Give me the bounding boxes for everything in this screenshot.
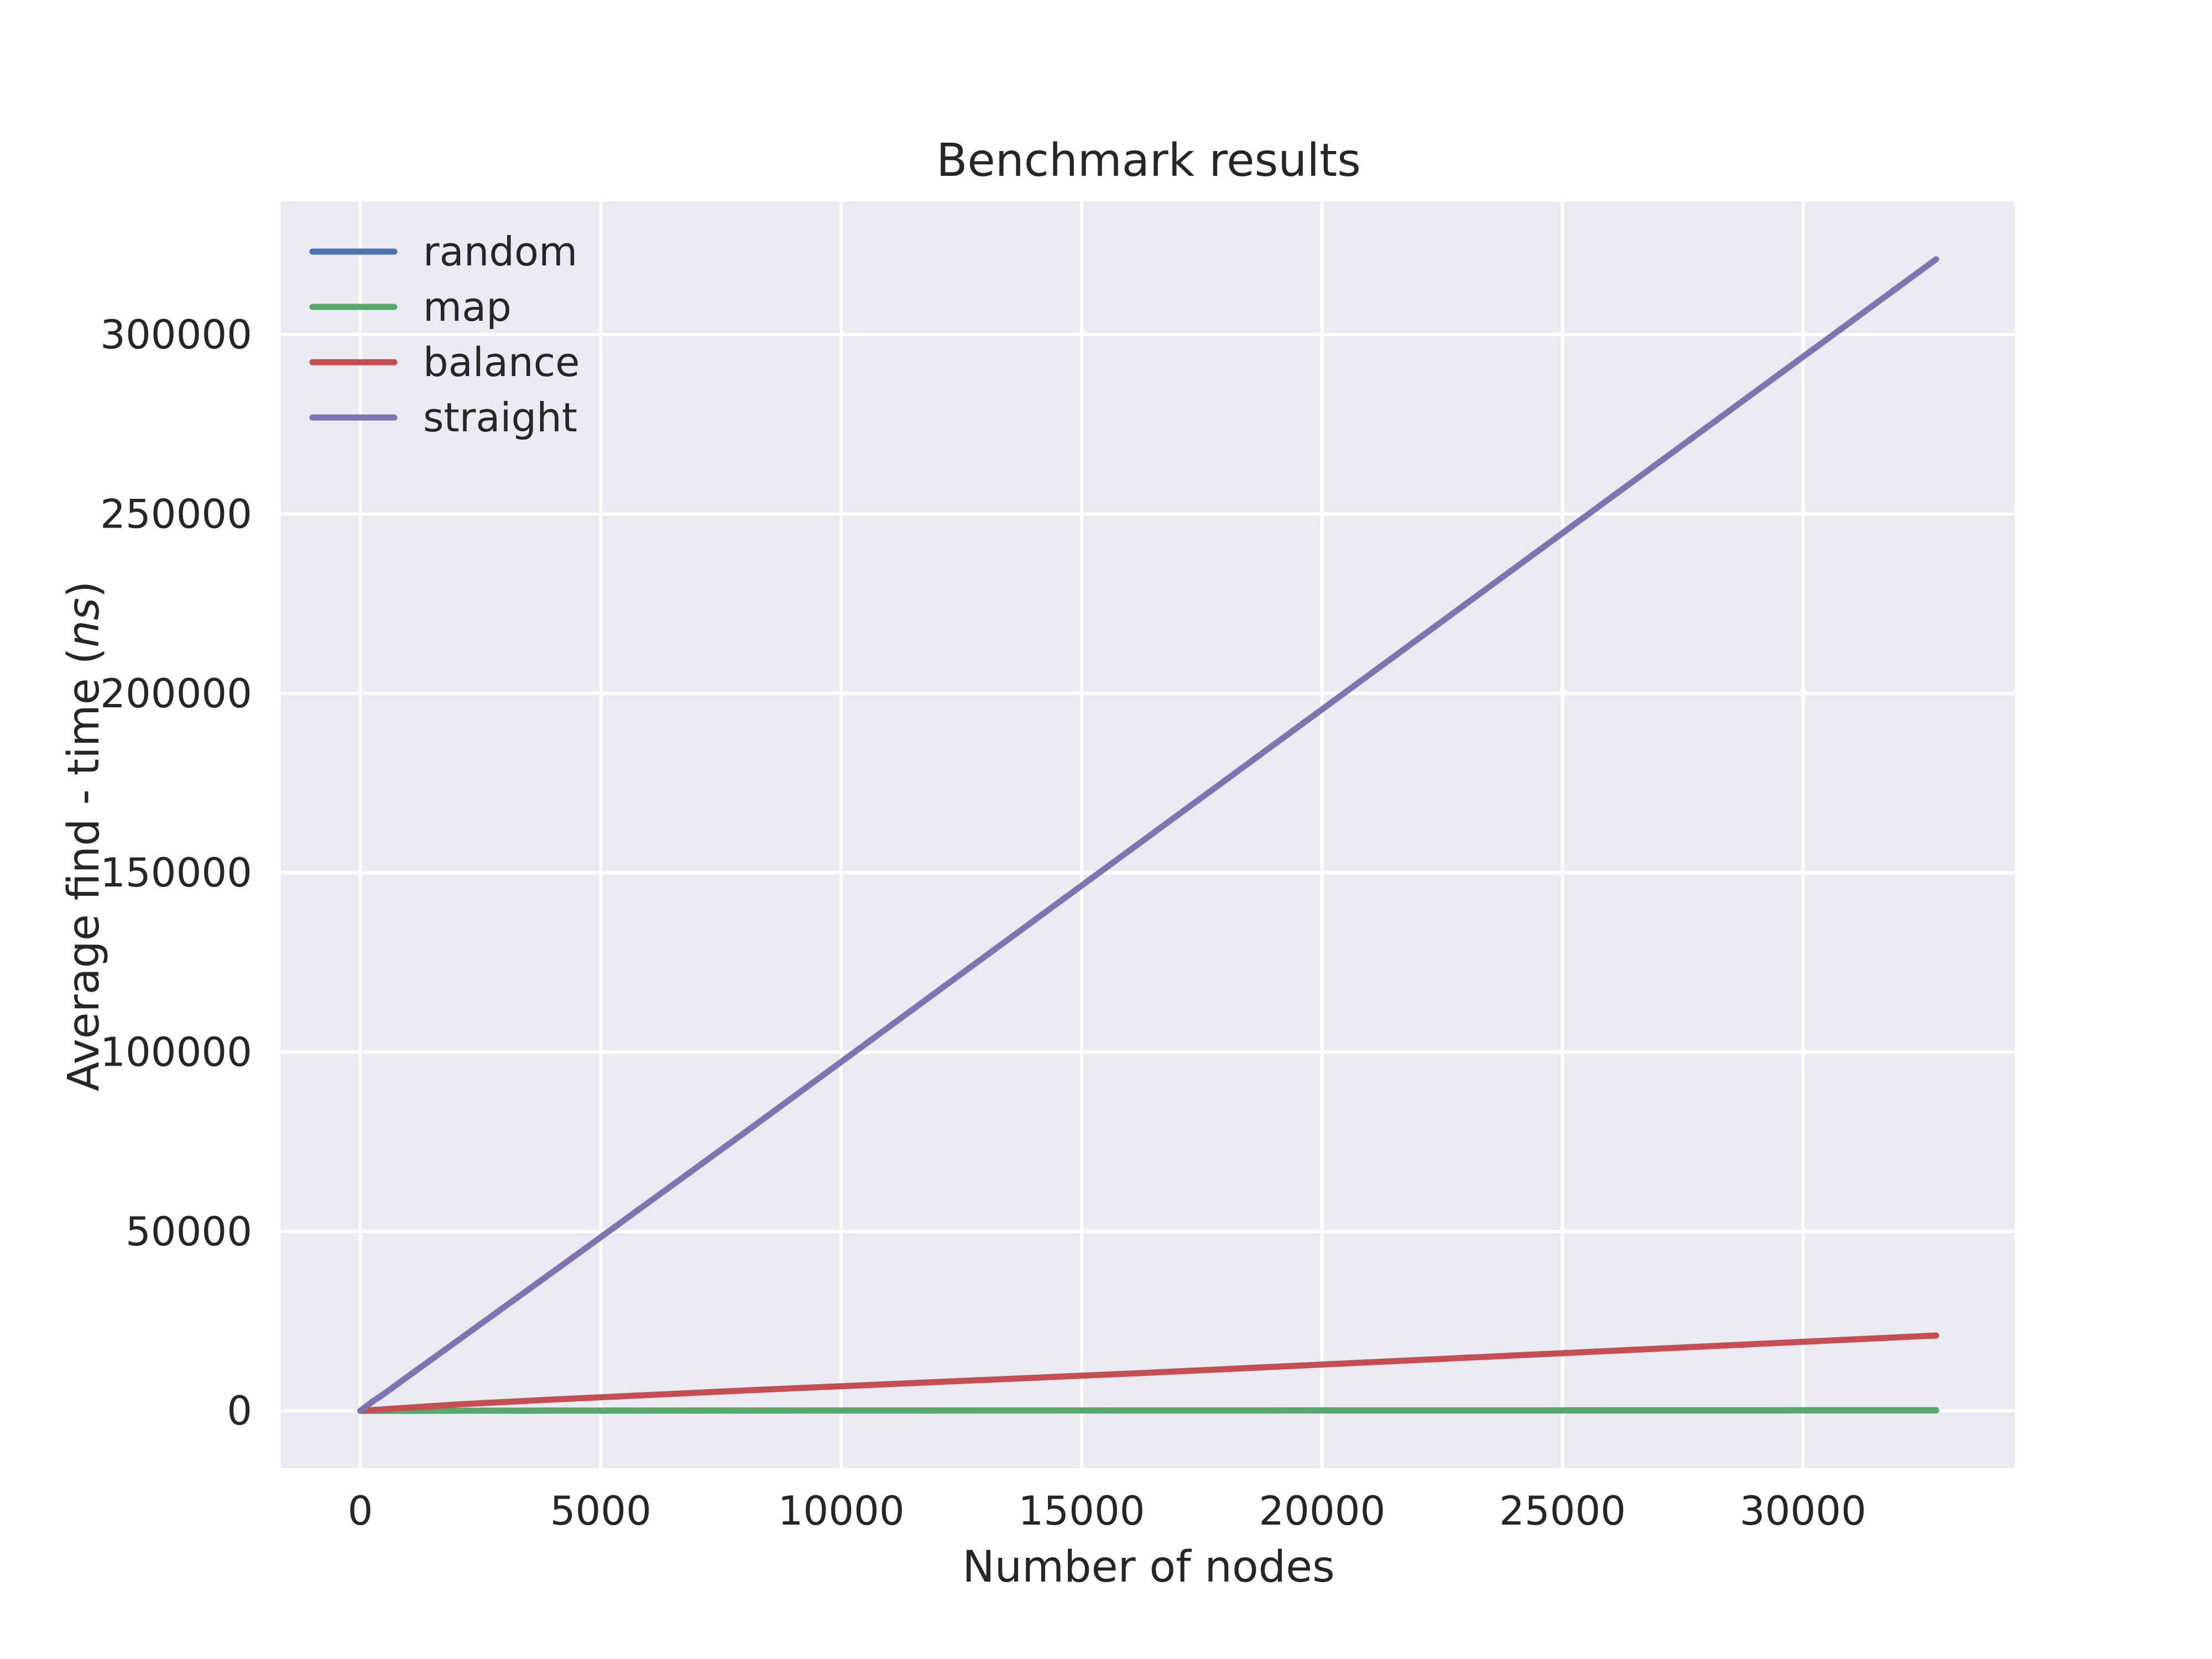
y-tick-label: 200000 <box>100 670 252 717</box>
x-tick-label: 25000 <box>1499 1488 1626 1534</box>
series-line-straight <box>357 256 1939 1414</box>
series-line-balance <box>357 1332 1939 1414</box>
x-tick-label: 15000 <box>1018 1488 1145 1534</box>
x-tick-label: 20000 <box>1259 1488 1385 1534</box>
chart-title: Benchmark results <box>936 134 1361 187</box>
y-axis-label-suffix: ) <box>59 581 109 598</box>
legend-label-random: random <box>423 228 577 275</box>
x-tick-label: 30000 <box>1740 1488 1866 1534</box>
y-axis-label-prefix: Average find - time ( <box>59 648 109 1091</box>
x-tick-label: 0 <box>348 1488 373 1534</box>
y-tick-label: 50000 <box>126 1208 252 1255</box>
legend: random map balance straight <box>309 228 580 441</box>
y-tick-label: 100000 <box>100 1029 252 1075</box>
series-lines <box>357 256 1939 1414</box>
y-axis-ticks: 0 50000 100000 150000 200000 250000 300000 <box>100 311 252 1434</box>
y-axis-label-unit: ns <box>59 598 109 648</box>
y-tick-label: 0 <box>227 1387 252 1434</box>
y-tick-label: 300000 <box>100 311 252 358</box>
y-tick-label: 250000 <box>100 491 252 537</box>
legend-label-straight: straight <box>423 394 577 441</box>
y-tick-label: 150000 <box>100 849 252 896</box>
legend-label-balance: balance <box>423 339 580 385</box>
legend-label-map: map <box>423 284 512 330</box>
x-tick-label: 5000 <box>550 1488 651 1534</box>
y-axis-label: Average find - time (ns) <box>59 581 109 1092</box>
x-tick-label: 10000 <box>778 1488 905 1534</box>
x-axis-ticks: 0 5000 10000 15000 20000 25000 30000 <box>348 1488 1866 1534</box>
series-line-map <box>357 1407 1939 1414</box>
x-axis-label: Number of nodes <box>962 1542 1334 1592</box>
